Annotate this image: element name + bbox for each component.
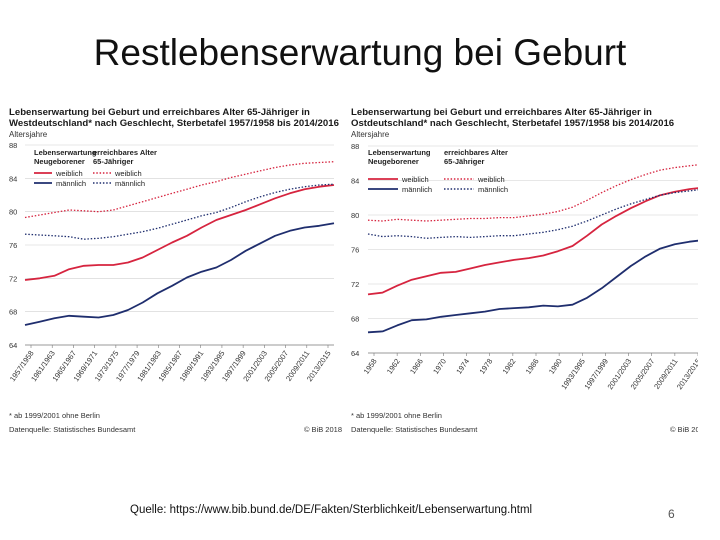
- chart-title-line-2: Ostdeutschland* nach Geschlecht, Sterbet…: [351, 118, 674, 129]
- series-lines: [367, 164, 698, 334]
- series-lines: [24, 161, 335, 326]
- series-line-3: [367, 164, 698, 222]
- x-tick-label: 1978: [477, 357, 494, 376]
- legend-head-newborn-2: Neugeborener: [34, 157, 85, 166]
- legend-head-newborn-1: Lebenserwartung: [34, 148, 97, 157]
- legend-head-65-2: 65-Jähriger: [444, 157, 485, 166]
- y-tick-label: 68: [9, 308, 17, 317]
- x-tick-label: 1982: [501, 357, 518, 376]
- y-tick-label: 80: [9, 208, 17, 217]
- legend: Lebenserwartung Neugeborener erreichbare…: [368, 148, 508, 194]
- x-tick-label: 1970: [431, 357, 448, 376]
- legend: Lebenserwartung Neugeborener erreichbare…: [34, 148, 157, 188]
- legend-label-male-65: männlich: [478, 185, 508, 194]
- x-tick-label: 1958: [362, 357, 379, 376]
- y-tick-label: 84: [9, 174, 17, 183]
- axes: [368, 352, 698, 356]
- y-tick-labels: 64 68 72 76 80 84 88: [9, 141, 17, 350]
- series-line-1: [367, 187, 698, 296]
- legend-label-female-65: weiblich: [114, 169, 142, 178]
- legend-head-65-1: erreichbares Alter: [93, 148, 157, 157]
- chart-title-line-1: Lebenserwartung bei Geburt und erreichba…: [351, 107, 652, 118]
- legend-label-female-newborn: weiblich: [401, 175, 429, 184]
- x-tick-label: 1974: [454, 357, 471, 376]
- footnote: * ab 1999/2001 ohne Berlin: [9, 411, 100, 420]
- source-citation: Quelle: https://www.bib.bund.de/DE/Fakte…: [130, 504, 533, 516]
- y-tick-label: 64: [351, 349, 359, 358]
- x-tick-label: 1962: [385, 357, 402, 376]
- series-line-1: [24, 184, 335, 281]
- y-tick-label: 72: [9, 274, 17, 283]
- legend-head-newborn-1: Lebenserwartung: [368, 148, 431, 157]
- legend-label-male-65: männlich: [115, 179, 145, 188]
- chart-title-line-2: Westdeutschland* nach Geschlecht, Sterbe…: [9, 118, 339, 129]
- legend-label-female-newborn: weiblich: [55, 169, 83, 178]
- legend-label-male-newborn: männlich: [402, 185, 432, 194]
- y-axis-label: Altersjahre: [9, 130, 48, 139]
- legend-label-male-newborn: männlich: [56, 179, 86, 188]
- data-source: Datenquelle: Statistisches Bundesamt: [351, 425, 478, 434]
- chart-panel-west: Lebenserwartung bei Geburt und erreichba…: [4, 100, 356, 440]
- y-tick-label: 72: [351, 280, 359, 289]
- y-tick-label: 64: [9, 341, 17, 350]
- legend-head-newborn-2: Neugeborener: [368, 157, 419, 166]
- y-tick-label: 88: [9, 141, 17, 150]
- footnote: * ab 1999/2001 ohne Berlin: [351, 411, 442, 420]
- gridlines: [368, 145, 698, 319]
- y-tick-label: 88: [351, 142, 359, 151]
- legend-head-65-1: erreichbares Alter: [444, 148, 508, 157]
- data-source: Datenquelle: Statistisches Bundesamt: [9, 425, 136, 434]
- x-tick-label: 1966: [408, 357, 425, 376]
- y-tick-label: 80: [351, 211, 359, 220]
- slide-title: Restlebenserwartung bei Geburt: [93, 32, 627, 73]
- series-line-2: [367, 239, 698, 334]
- x-tick-label: 1986: [524, 357, 541, 376]
- y-tick-label: 84: [351, 177, 359, 186]
- chart-east: Lebenserwartung bei Geburt und erreichba…: [351, 107, 698, 434]
- x-tick-labels: 1958 1962 1966 1970 1974 1978 1982 1986 19901993…: [362, 357, 698, 391]
- x-tick-labels: 1957/19581961/19631965/19671969/19711973…: [8, 349, 333, 383]
- page-number: 6: [668, 507, 675, 521]
- chart-panel-east: Lebenserwartung bei Geburt und erreichba…: [346, 100, 698, 440]
- y-axis-label: Altersjahre: [351, 130, 390, 139]
- legend-head-65-2: 65-Jähriger: [93, 157, 134, 166]
- chart-title-line-1: Lebenserwartung bei Geburt und erreichba…: [9, 107, 310, 118]
- legend-label-female-65: weiblich: [477, 175, 505, 184]
- gridlines: [25, 144, 334, 312]
- chart-west: Lebenserwartung bei Geburt und erreichba…: [8, 107, 342, 434]
- series-line-4: [367, 189, 698, 239]
- x-tick-label: 1990: [547, 357, 564, 376]
- y-tick-label: 76: [351, 246, 359, 255]
- series-line-4: [24, 183, 335, 240]
- axes: [25, 344, 334, 348]
- series-line-2: [24, 222, 335, 326]
- copyright: © BiB 2018: [670, 425, 698, 434]
- copyright: © BiB 2018: [304, 425, 342, 434]
- y-tick-label: 76: [9, 241, 17, 250]
- y-tick-labels: 64 68 72 76 80 84 88: [351, 142, 359, 358]
- y-tick-label: 68: [351, 315, 359, 324]
